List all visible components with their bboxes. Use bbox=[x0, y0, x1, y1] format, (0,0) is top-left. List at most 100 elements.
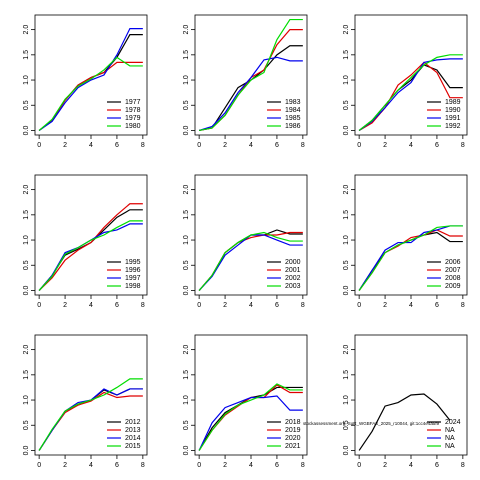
legend-label: 2003 bbox=[285, 283, 301, 290]
legend-label: 2009 bbox=[445, 283, 461, 290]
y-tick-label: 2.0 bbox=[343, 345, 350, 355]
x-tick-label: 0 bbox=[357, 462, 361, 469]
y-tick-label: 0.5 bbox=[183, 420, 190, 430]
legend-label: 2012 bbox=[125, 419, 141, 426]
legend-label: 2007 bbox=[445, 267, 461, 274]
y-tick-label: 1.0 bbox=[23, 235, 30, 245]
x-tick-label: 6 bbox=[115, 142, 119, 149]
legend-label: 1986 bbox=[285, 123, 301, 130]
y-tick-label: 1.0 bbox=[183, 395, 190, 405]
y-tick-label: 1.0 bbox=[343, 235, 350, 245]
series-line bbox=[358, 225, 463, 291]
series-line bbox=[358, 225, 463, 291]
legend-label: 1978 bbox=[125, 107, 141, 114]
y-tick-label: 1.0 bbox=[23, 75, 30, 85]
x-tick-label: 6 bbox=[435, 142, 439, 149]
x-tick-label: 0 bbox=[37, 462, 41, 469]
x-tick-label: 8 bbox=[461, 302, 465, 309]
legend-label: 1980 bbox=[125, 123, 141, 130]
legend-label: 1992 bbox=[445, 123, 461, 130]
x-tick-label: 6 bbox=[275, 462, 279, 469]
legend-label: 1983 bbox=[285, 99, 301, 106]
legend-label: 2019 bbox=[285, 427, 301, 434]
legend-label: 2002 bbox=[285, 275, 301, 282]
x-tick-label: 6 bbox=[115, 462, 119, 469]
legend-label: 1997 bbox=[125, 275, 141, 282]
x-tick-label: 8 bbox=[141, 462, 145, 469]
legend-label: 2020 bbox=[285, 435, 301, 442]
legend-label: 2021 bbox=[285, 443, 301, 450]
y-tick-label: 0.5 bbox=[343, 260, 350, 270]
legend-label: 1998 bbox=[125, 283, 141, 290]
legend-label: 1991 bbox=[445, 115, 461, 122]
legend-label: NA bbox=[445, 443, 455, 450]
legend-label: 2015 bbox=[125, 443, 141, 450]
y-tick-label: 1.0 bbox=[23, 395, 30, 405]
series-line bbox=[198, 231, 303, 291]
series-line bbox=[198, 383, 303, 451]
x-tick-label: 4 bbox=[89, 302, 93, 309]
y-tick-label: 0.0 bbox=[343, 285, 350, 295]
x-tick-label: 0 bbox=[197, 462, 201, 469]
x-tick-label: 6 bbox=[115, 302, 119, 309]
legend-label: 1989 bbox=[445, 99, 461, 106]
x-tick-label: 2 bbox=[223, 302, 227, 309]
x-tick-label: 6 bbox=[435, 462, 439, 469]
legend-label: 1985 bbox=[285, 115, 301, 122]
x-tick-label: 4 bbox=[249, 462, 253, 469]
series-line bbox=[38, 203, 143, 291]
x-tick-label: 0 bbox=[357, 302, 361, 309]
y-tick-label: 1.5 bbox=[183, 50, 190, 60]
x-tick-label: 4 bbox=[89, 462, 93, 469]
legend-label: 2024 bbox=[445, 419, 461, 426]
legend-label: NA bbox=[445, 435, 455, 442]
legend-label: 2001 bbox=[285, 267, 301, 274]
x-tick-label: 0 bbox=[37, 142, 41, 149]
legend-label: 1977 bbox=[125, 99, 141, 106]
x-tick-label: 4 bbox=[409, 462, 413, 469]
x-tick-label: 4 bbox=[409, 142, 413, 149]
series-line bbox=[38, 56, 143, 131]
series-line bbox=[198, 395, 303, 451]
x-tick-label: 2 bbox=[383, 142, 387, 149]
x-tick-label: 4 bbox=[409, 302, 413, 309]
y-tick-label: 2.0 bbox=[343, 185, 350, 195]
x-tick-label: 8 bbox=[461, 142, 465, 149]
legend-label: 2006 bbox=[445, 259, 461, 266]
x-tick-label: 0 bbox=[37, 302, 41, 309]
series-line bbox=[38, 220, 143, 291]
x-tick-label: 2 bbox=[383, 462, 387, 469]
series-line bbox=[198, 56, 303, 132]
legend-label: 2013 bbox=[125, 427, 141, 434]
y-tick-label: 1.5 bbox=[343, 210, 350, 220]
series-line bbox=[358, 393, 451, 451]
y-tick-label: 0.5 bbox=[23, 260, 30, 270]
y-tick-label: 0.5 bbox=[183, 100, 190, 110]
y-tick-label: 1.0 bbox=[183, 235, 190, 245]
y-tick-label: 2.0 bbox=[183, 185, 190, 195]
y-tick-label: 1.5 bbox=[183, 210, 190, 220]
x-tick-label: 2 bbox=[383, 302, 387, 309]
y-tick-label: 1.5 bbox=[23, 50, 30, 60]
x-tick-label: 2 bbox=[63, 142, 67, 149]
series-line bbox=[358, 61, 463, 131]
x-tick-label: 8 bbox=[141, 142, 145, 149]
x-tick-label: 0 bbox=[197, 302, 201, 309]
x-tick-label: 4 bbox=[249, 302, 253, 309]
series-line bbox=[358, 58, 463, 131]
y-tick-label: 1.5 bbox=[183, 370, 190, 380]
y-tick-label: 1.5 bbox=[23, 370, 30, 380]
y-tick-label: 0.5 bbox=[343, 100, 350, 110]
x-tick-label: 2 bbox=[223, 462, 227, 469]
y-tick-label: 0.0 bbox=[343, 125, 350, 135]
x-tick-label: 2 bbox=[223, 142, 227, 149]
y-tick-label: 0.0 bbox=[23, 285, 30, 295]
series-line bbox=[358, 54, 463, 131]
y-tick-label: 2.0 bbox=[183, 25, 190, 35]
y-tick-label: 0.5 bbox=[343, 420, 350, 430]
